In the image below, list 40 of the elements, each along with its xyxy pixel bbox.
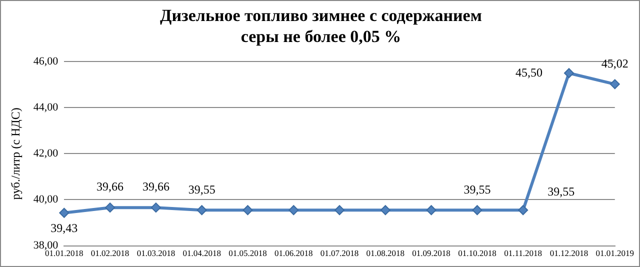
- y-tick-label: 40,00: [33, 194, 59, 206]
- y-axis-title: руб./литр (с НДС): [8, 108, 22, 200]
- data-label: 39,55: [464, 182, 491, 196]
- x-tick-label: 01.09.2018: [412, 248, 450, 258]
- y-tick-label: 44,00: [33, 102, 59, 114]
- x-tick-label: 01.11.2018: [504, 248, 542, 258]
- point: [59, 208, 70, 218]
- data-label: 45,02: [601, 56, 628, 70]
- y-tick-label: 42,00: [33, 148, 59, 160]
- data-label: 39,43: [50, 221, 78, 236]
- data-label: 39,66: [96, 180, 124, 194]
- data-label: 39,55: [548, 184, 575, 198]
- point: [472, 205, 482, 216]
- x-tick-label: 01.03.2018: [136, 248, 176, 258]
- x-tick-label: 01.10.2018: [458, 248, 496, 258]
- x-tick-label: 01.12.2018: [550, 248, 588, 258]
- x-tick-label: 01.06.2018: [274, 248, 313, 258]
- point: [426, 205, 436, 216]
- x-tick-label: 01.01.2019: [596, 248, 634, 258]
- y-tick-label: 46,00: [33, 55, 59, 68]
- point: [105, 202, 116, 213]
- data-label: 45,50: [515, 65, 542, 80]
- data-label: 39,66: [142, 180, 170, 194]
- point: [564, 68, 574, 78]
- point: [380, 205, 390, 216]
- point: [288, 205, 299, 216]
- x-tick-label: 01.02.2018: [90, 248, 130, 258]
- x-tick-label: 01.07.2018: [320, 248, 359, 258]
- point: [242, 205, 253, 216]
- data-label: 39,55: [188, 182, 216, 196]
- point: [518, 205, 528, 216]
- point: [196, 205, 207, 216]
- point: [610, 79, 620, 90]
- x-tick-label: 01.05.2018: [228, 248, 267, 258]
- point: [150, 202, 161, 213]
- point: [334, 205, 345, 216]
- x-tick-label: 01.04.2018: [182, 248, 221, 258]
- chart-title: Дизельное топливо зимнее с содержанием серы не более 0,05 %: [159, 5, 483, 47]
- x-tick-label: 01.08.2018: [366, 248, 405, 258]
- y-tick-label: 38,00: [33, 240, 59, 252]
